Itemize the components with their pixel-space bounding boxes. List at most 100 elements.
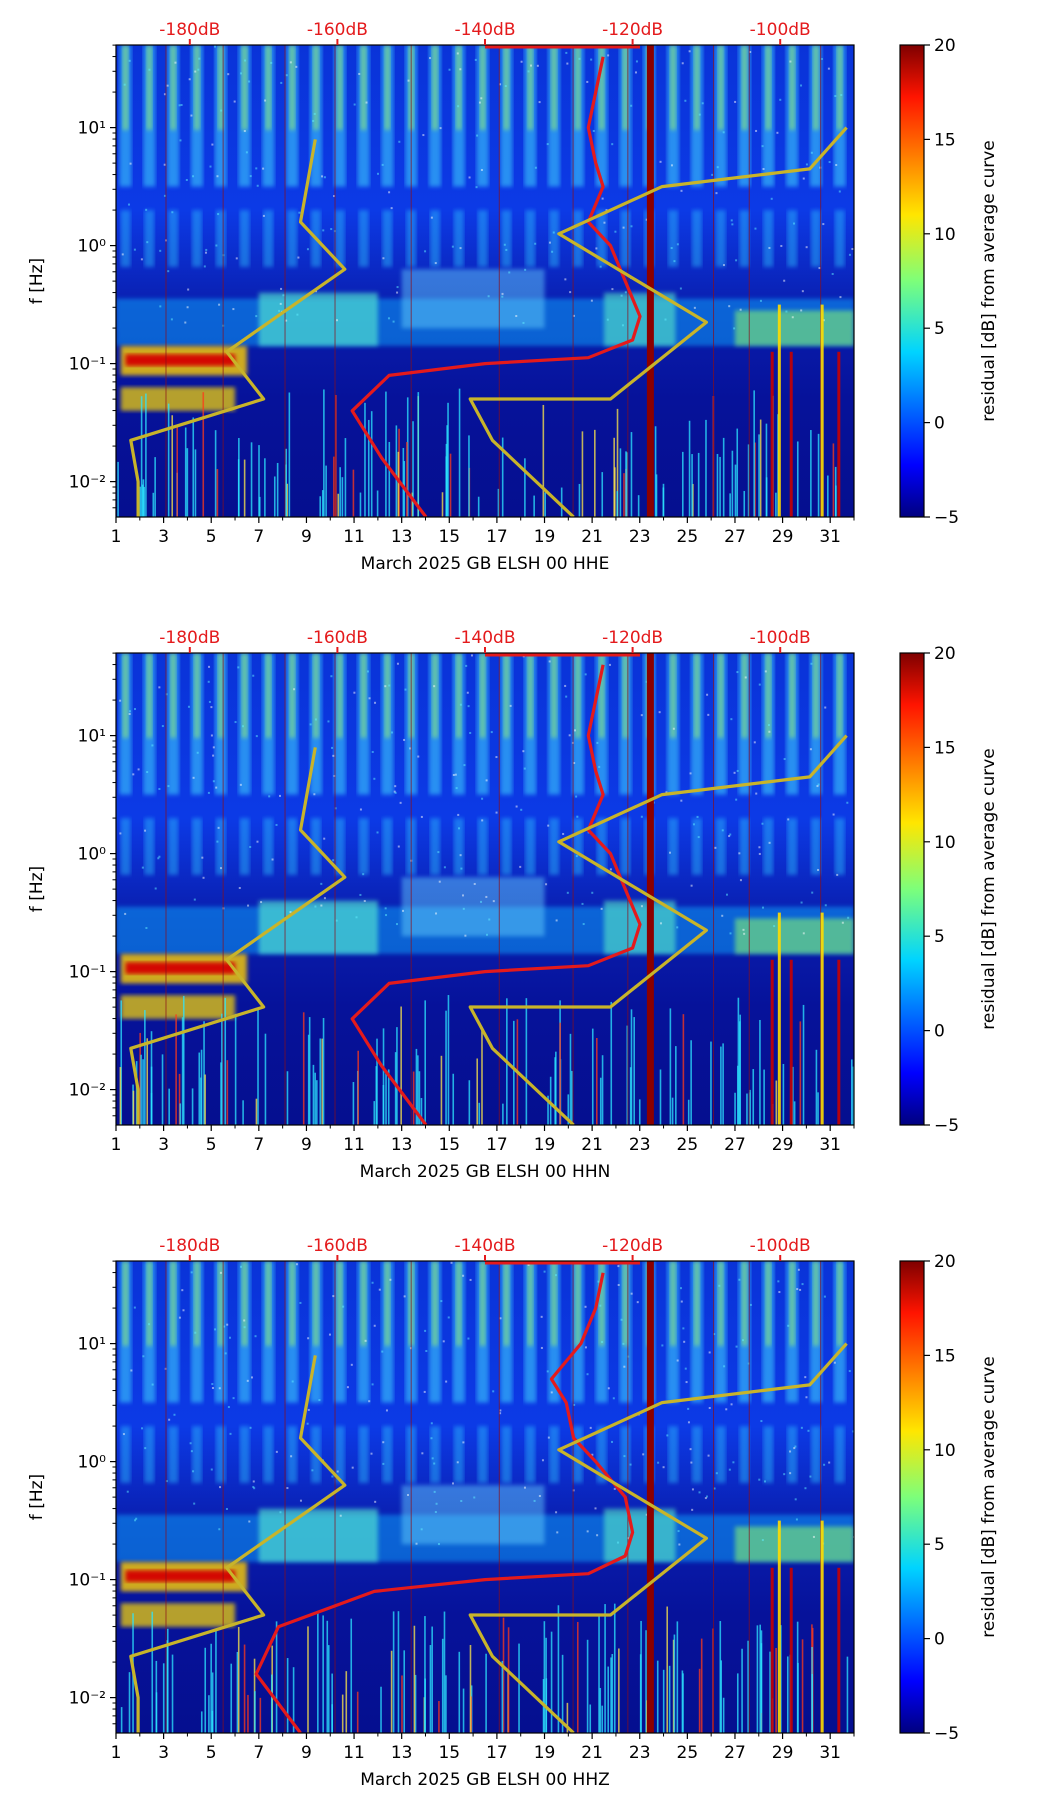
x-tick-label: 5 xyxy=(206,1135,217,1155)
speckle xyxy=(256,184,259,187)
speckle xyxy=(741,1339,744,1342)
lf-streak xyxy=(146,1038,149,1125)
speckle xyxy=(469,1278,472,1281)
lf-streak xyxy=(321,490,324,517)
lf-streak xyxy=(775,1080,778,1125)
speckle xyxy=(128,710,131,713)
daily-band-core xyxy=(479,1261,486,1346)
lf-streak xyxy=(226,1060,229,1125)
daily-band-core xyxy=(455,45,462,130)
colorbar-tick-label: 10 xyxy=(934,1441,956,1461)
daily-band-core xyxy=(693,1261,700,1346)
lf-streak xyxy=(402,447,405,517)
speckle xyxy=(758,846,761,849)
lf-streak xyxy=(401,1675,403,1733)
speckle xyxy=(495,756,498,759)
daily-band-core xyxy=(336,1261,343,1346)
speckle xyxy=(242,725,245,728)
speckle xyxy=(555,1274,558,1277)
daily-band-core xyxy=(241,653,248,738)
daily-band-mid xyxy=(477,818,488,875)
y-axis: 10⁻² 10⁻¹ 10⁰ 10¹ f [Hz] xyxy=(27,1260,116,1725)
speckle xyxy=(415,1542,418,1545)
lf-streak xyxy=(259,1697,262,1733)
speckle xyxy=(146,771,149,774)
lf-streak xyxy=(327,1645,330,1733)
speckle xyxy=(591,891,594,894)
speckle xyxy=(645,680,648,683)
daily-band-core xyxy=(670,653,677,738)
speckle xyxy=(431,1457,434,1460)
speckle xyxy=(509,704,512,707)
speckle xyxy=(385,914,388,917)
daily-band-core xyxy=(598,45,605,130)
speckle xyxy=(384,685,387,688)
lf-streak xyxy=(478,1102,481,1125)
lf-streak xyxy=(438,1701,440,1733)
speckle xyxy=(323,897,326,900)
lf-streak xyxy=(682,1014,685,1125)
speckle xyxy=(282,294,285,297)
speckle xyxy=(365,101,368,104)
speckle xyxy=(210,706,213,709)
colorbar: −5 0 5 10 15 20 residual [dB] from average cur… xyxy=(899,36,999,528)
speckle xyxy=(730,718,733,721)
speckle xyxy=(208,700,211,703)
speckle xyxy=(332,754,335,757)
speckle xyxy=(779,98,782,101)
speckle xyxy=(398,140,401,143)
speckle xyxy=(350,1363,353,1366)
speckle xyxy=(228,1336,231,1339)
daily-band-core xyxy=(765,653,772,738)
data-gap xyxy=(646,45,654,517)
lf-streak xyxy=(719,456,721,517)
speckle xyxy=(722,131,725,134)
lf-streak xyxy=(629,1067,632,1125)
lf-streak xyxy=(722,437,725,517)
x-tick-label: 3 xyxy=(158,527,169,547)
colorbar-tick-label: 0 xyxy=(934,414,945,434)
lf-streak xyxy=(215,1630,217,1733)
lf-streak xyxy=(569,1033,572,1125)
top-tick-label: -120dB xyxy=(602,20,663,40)
speckle xyxy=(613,1487,616,1490)
speckle xyxy=(791,316,794,319)
speckle xyxy=(789,1450,792,1453)
lf-streak xyxy=(782,1063,785,1125)
speckle xyxy=(584,673,587,676)
speckle xyxy=(187,288,190,291)
speckle xyxy=(119,832,122,835)
y-axis: 10⁻² 10⁻¹ 10⁰ 10¹ f [Hz] xyxy=(27,652,116,1117)
lf-streak xyxy=(242,1100,244,1125)
speckle xyxy=(609,868,612,871)
lf-streak xyxy=(610,1657,612,1733)
speckle xyxy=(137,768,140,771)
speckle xyxy=(707,713,710,716)
speckle xyxy=(713,1333,716,1336)
x-axis-label: March 2025 GB ELSH 00 HHN xyxy=(360,1162,611,1182)
speckle xyxy=(811,891,814,894)
daily-band-core xyxy=(265,653,272,738)
y-tick-label: 10¹ xyxy=(78,1335,106,1355)
lf-streak xyxy=(204,1074,206,1125)
daily-band-mid xyxy=(120,210,131,267)
speckle xyxy=(540,1346,543,1349)
speckle xyxy=(783,279,786,282)
x-tick-label: 11 xyxy=(343,1135,365,1155)
lf-streak xyxy=(754,442,756,517)
x-tick-label: 1 xyxy=(111,1743,122,1763)
lf-streak xyxy=(533,495,535,517)
speckle xyxy=(592,129,595,132)
daily-band-mid xyxy=(168,210,179,267)
speckle xyxy=(307,1337,310,1340)
speckle xyxy=(385,1409,388,1412)
speckle xyxy=(818,267,821,270)
lf-streak xyxy=(769,1651,771,1733)
speckle xyxy=(359,808,362,811)
lf-streak xyxy=(557,1605,560,1733)
speckle xyxy=(800,309,803,312)
daily-band-core xyxy=(265,1261,272,1346)
lf-streak xyxy=(775,1647,777,1733)
speckle xyxy=(690,1461,693,1464)
